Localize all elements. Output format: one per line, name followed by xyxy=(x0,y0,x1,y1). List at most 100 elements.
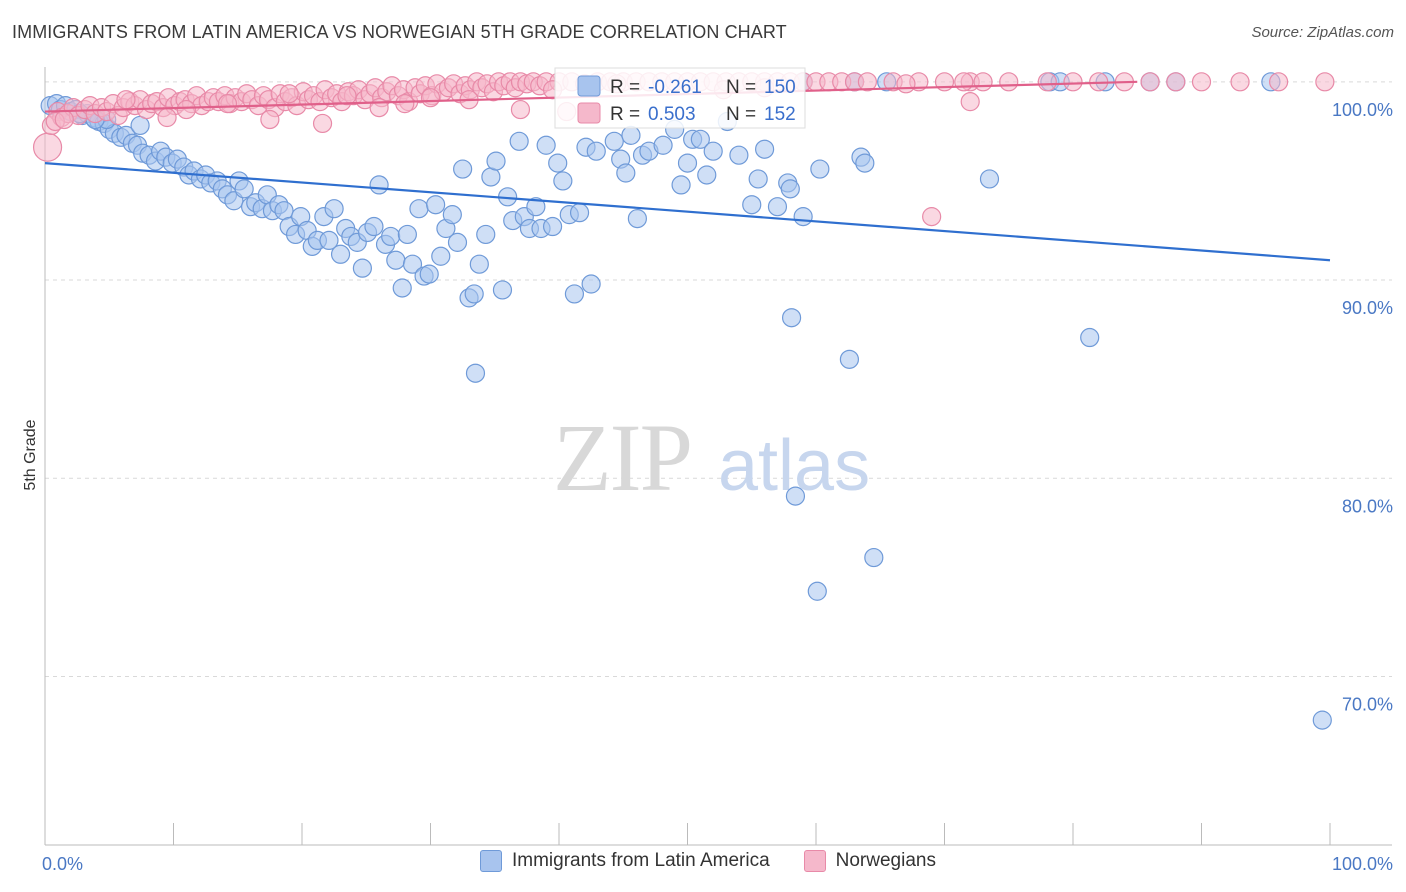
blue-point xyxy=(627,209,647,229)
pink-point xyxy=(395,94,415,114)
legend-r-label-pink: R = xyxy=(610,104,640,125)
blue-point xyxy=(330,244,351,264)
blue-point xyxy=(979,169,1000,189)
blue-point xyxy=(839,349,860,369)
blue-point xyxy=(677,153,698,173)
blue-point xyxy=(807,581,827,601)
pink-point xyxy=(1063,72,1083,92)
blue-point xyxy=(780,179,800,199)
blue-point xyxy=(569,203,590,223)
blue-point xyxy=(586,141,606,161)
y-axis-label: 5th Grade xyxy=(22,419,39,490)
pink-point xyxy=(510,99,531,120)
pink-point xyxy=(999,72,1019,92)
blue-point xyxy=(481,167,501,187)
blue-point xyxy=(381,226,401,247)
blue-point xyxy=(810,159,830,179)
blue-point xyxy=(542,216,563,237)
legend-item-latin-america[interactable]: Immigrants from Latin America xyxy=(480,850,770,872)
grid-lines xyxy=(45,81,1392,678)
blue-point xyxy=(509,131,529,151)
blue-point xyxy=(748,169,768,189)
legend-r-value-pink: 0.503 xyxy=(648,104,696,125)
pink-point xyxy=(973,72,993,92)
pink-point xyxy=(960,92,980,112)
blue-point xyxy=(1080,327,1100,348)
legend-swatch-pink xyxy=(577,102,601,124)
blue-point xyxy=(364,216,384,237)
blue-point xyxy=(369,175,389,195)
axes xyxy=(44,67,1392,846)
blue-point xyxy=(754,139,775,159)
blue-point xyxy=(604,131,624,151)
pink-point xyxy=(260,109,280,130)
legend-swatch-blue xyxy=(577,75,601,97)
legend-n-value-blue: 150 xyxy=(764,77,796,98)
blue-point xyxy=(536,135,556,155)
blue-point xyxy=(729,145,749,165)
blue-point xyxy=(464,284,484,304)
source-label: Source: ZipAtlas.com xyxy=(1251,24,1394,41)
series-latin-america-points xyxy=(40,72,1332,730)
blue-point xyxy=(690,129,710,149)
blue-point xyxy=(781,308,802,328)
legend-n-label-pink: N = xyxy=(726,104,756,125)
blue-point xyxy=(386,250,406,270)
pink-point xyxy=(1268,72,1289,92)
pink-point xyxy=(1166,72,1186,92)
legend-swatch-norwegians xyxy=(803,850,826,872)
blue-point xyxy=(419,264,439,284)
legend-swatch-latin-america xyxy=(480,850,502,872)
blue-point xyxy=(486,151,506,171)
blue-point xyxy=(402,254,423,274)
blue-point xyxy=(548,153,568,173)
chart-title: IMMIGRANTS FROM LATIN AMERICA VS NORWEGI… xyxy=(12,22,787,42)
pink-point xyxy=(116,90,136,110)
blue-point xyxy=(431,246,451,266)
blue-point xyxy=(616,163,636,183)
blue-point xyxy=(447,232,468,252)
blue-point xyxy=(553,171,573,191)
blue-point xyxy=(453,159,473,179)
blue-point xyxy=(465,363,486,383)
blue-point xyxy=(785,486,806,506)
blue-point xyxy=(581,274,601,294)
y-tick-label-0: 100.0% xyxy=(1332,100,1393,120)
pink-point xyxy=(176,99,196,120)
watermark-zip: ZIP xyxy=(553,404,691,511)
y-tick-label-1: 90.0% xyxy=(1342,298,1393,318)
series-norwegians-points xyxy=(32,72,1335,227)
blue-point xyxy=(742,195,762,215)
blue-point xyxy=(793,207,813,227)
blue-point xyxy=(409,199,429,219)
pink-point xyxy=(896,74,916,94)
pink-point xyxy=(312,113,333,134)
legend-n-value-pink: 152 xyxy=(764,104,796,125)
blue-point xyxy=(324,199,344,219)
pink-point xyxy=(1037,72,1057,92)
blue-point xyxy=(697,165,717,185)
blue-point xyxy=(476,224,496,245)
blue-point xyxy=(864,547,884,568)
pink-point xyxy=(420,88,441,108)
pink-point xyxy=(32,132,63,162)
pink-point xyxy=(1140,72,1160,92)
blue-point xyxy=(442,205,462,225)
pink-point xyxy=(954,72,974,92)
bottom-legend: Immigrants from Latin America Norwegians xyxy=(480,850,970,872)
blue-point xyxy=(564,284,585,304)
pink-point xyxy=(337,86,357,106)
blue-point xyxy=(703,141,723,161)
legend-label-norwegians: Norwegians xyxy=(835,850,936,871)
pink-point xyxy=(279,84,299,104)
pink-point xyxy=(54,109,74,130)
pink-point xyxy=(157,107,177,128)
blue-point xyxy=(767,197,788,217)
blue-point xyxy=(1312,710,1332,730)
legend-item-norwegians[interactable]: Norwegians xyxy=(803,850,936,872)
blue-point xyxy=(234,179,254,199)
blue-point xyxy=(855,153,875,173)
pink-point xyxy=(1230,72,1250,92)
pink-point xyxy=(857,72,878,92)
